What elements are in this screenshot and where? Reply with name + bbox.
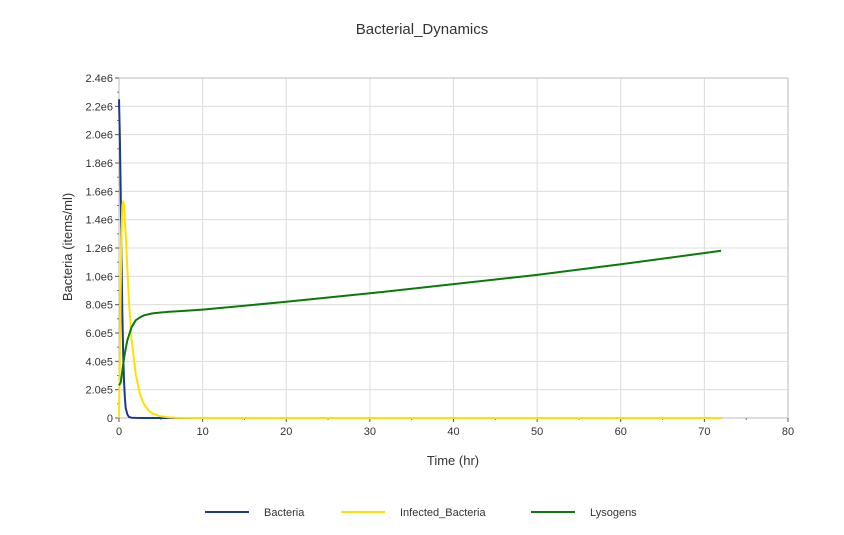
y-tick-label: 2.2e6	[85, 101, 113, 113]
series-line-bacteria	[118, 99, 722, 419]
y-tick-label: 8.0e5	[85, 300, 113, 312]
y-tick-label: 1.2e6	[85, 243, 113, 255]
x-tick-label: 20	[280, 426, 292, 438]
y-tick-label: 2.0e5	[85, 385, 113, 397]
x-axis-title: Time (hr)	[427, 453, 479, 468]
y-tick-label: 1.8e6	[85, 158, 113, 170]
plot-area: 0 10 20 30 40 50 60 70 80 0 2.0e5 4.0e5 6.0e5 8.0e5 1.…	[85, 73, 794, 438]
x-tick-label: 60	[615, 426, 627, 438]
y-axis-title: Bacteria (items/ml)	[60, 193, 75, 301]
x-tick-label: 70	[698, 426, 710, 438]
legend-label-infected-bacteria: Infected_Bacteria	[400, 507, 486, 519]
y-tick-label: 2.0e6	[85, 130, 113, 142]
x-tick-label: 30	[364, 426, 376, 438]
x-tick-label: 80	[782, 426, 794, 438]
y-tick-label: 1.6e6	[85, 186, 113, 198]
y-tick-label: 6.0e5	[85, 328, 113, 340]
y-tick-label: 2.4e6	[85, 73, 113, 85]
series-line-lysogens	[118, 249, 722, 386]
legend-label-bacteria: Bacteria	[264, 507, 305, 519]
x-tick-label: 10	[197, 426, 209, 438]
x-tick-label: 40	[447, 426, 459, 438]
x-tick-label: 50	[531, 426, 543, 438]
series-line-infected-bacteria	[118, 200, 722, 419]
x-tick-label: 0	[116, 426, 122, 438]
y-tick-label: 1.4e6	[85, 215, 113, 227]
y-tick-label: 0	[107, 413, 113, 425]
y-tick-label: 1.0e6	[85, 271, 113, 283]
legend: Bacteria Infected_Bacteria Lysogens	[205, 507, 637, 519]
y-tick-label: 4.0e5	[85, 356, 113, 368]
chart-title: Bacterial_Dynamics	[356, 21, 489, 38]
legend-label-lysogens: Lysogens	[590, 507, 637, 519]
